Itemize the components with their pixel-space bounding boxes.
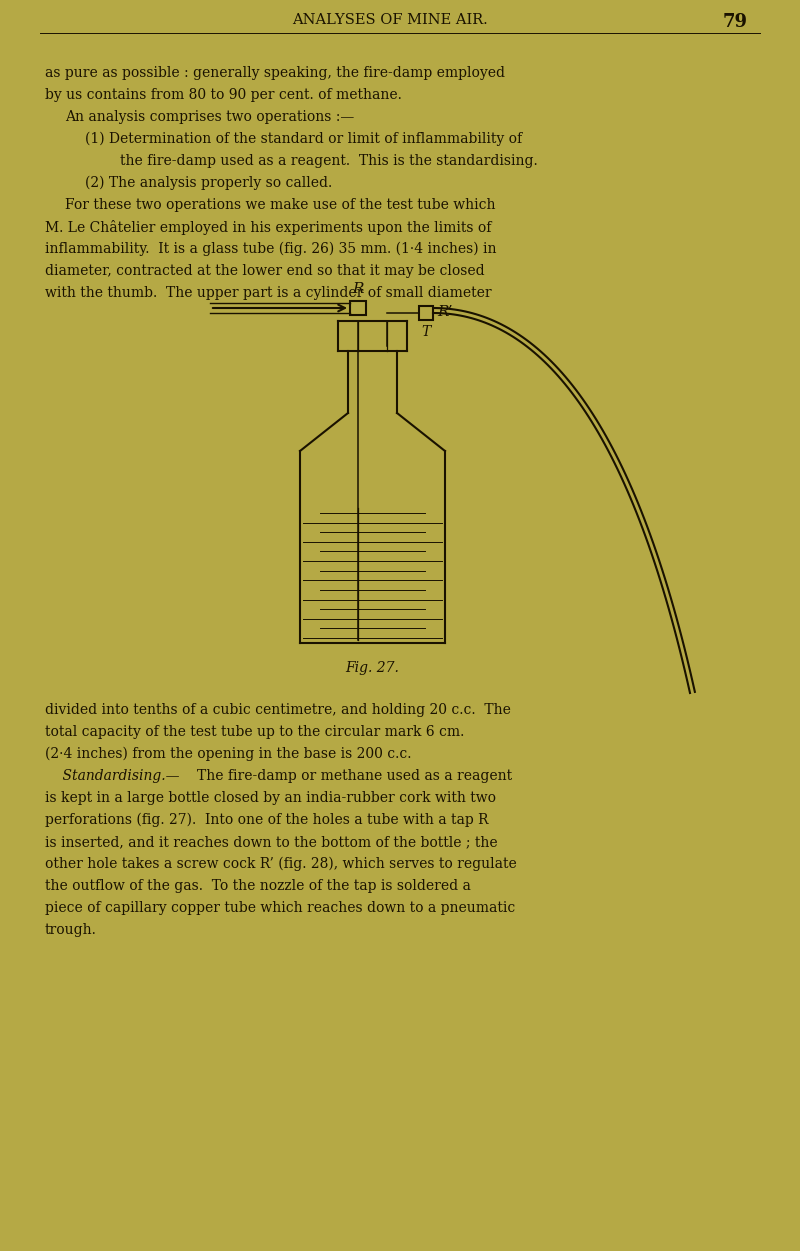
Text: is inserted, and it reaches down to the bottom of the bottle ; the: is inserted, and it reaches down to the … bbox=[45, 834, 498, 849]
Text: T: T bbox=[422, 325, 430, 339]
Text: 79: 79 bbox=[723, 13, 748, 31]
Bar bbox=[350, 301, 366, 315]
Text: R: R bbox=[352, 281, 364, 296]
Text: For these two operations we make use of the test tube which: For these two operations we make use of … bbox=[65, 198, 495, 211]
Text: perforations (fig. 27).  Into one of the holes a tube with a tap R: perforations (fig. 27). Into one of the … bbox=[45, 813, 489, 827]
Text: the outflow of the gas.  To the nozzle of the tap is soldered a: the outflow of the gas. To the nozzle of… bbox=[45, 879, 471, 893]
Text: divided into tenths of a cubic centimetre, and holding 20 c.c.  The: divided into tenths of a cubic centimetr… bbox=[45, 703, 511, 717]
Text: M. Le Châtelier employed in his experiments upon the limits of: M. Le Châtelier employed in his experime… bbox=[45, 220, 491, 235]
Text: by us contains from 80 to 90 per cent. of methane.: by us contains from 80 to 90 per cent. o… bbox=[45, 88, 402, 103]
Text: as pure as possible : generally speaking, the fire-damp employed: as pure as possible : generally speaking… bbox=[45, 66, 505, 80]
Text: ANALYSES OF MINE AIR.: ANALYSES OF MINE AIR. bbox=[292, 13, 488, 28]
Text: Fig. 27.: Fig. 27. bbox=[345, 661, 399, 676]
Text: is kept in a large bottle closed by an india-rubber cork with two: is kept in a large bottle closed by an i… bbox=[45, 791, 496, 804]
Bar bbox=[419, 306, 433, 320]
Text: diameter, contracted at the lower end so that it may be closed: diameter, contracted at the lower end so… bbox=[45, 264, 485, 278]
Text: (1) Determination of the standard or limit of inflammability of: (1) Determination of the standard or lim… bbox=[85, 133, 522, 146]
Text: the fire-damp used as a reagent.  This is the standardising.: the fire-damp used as a reagent. This is… bbox=[120, 154, 538, 168]
Text: with the thumb.  The upper part is a cylinder of small diameter: with the thumb. The upper part is a cyli… bbox=[45, 286, 492, 300]
Text: (2) The analysis properly so called.: (2) The analysis properly so called. bbox=[85, 176, 332, 190]
Text: trough.: trough. bbox=[45, 923, 97, 937]
Text: (2·4 inches) from the opening in the base is 200 c.c.: (2·4 inches) from the opening in the bas… bbox=[45, 747, 411, 762]
Text: The fire-damp or methane used as a reagent: The fire-damp or methane used as a reage… bbox=[197, 769, 512, 783]
Text: An analysis comprises two operations :—: An analysis comprises two operations :— bbox=[65, 110, 354, 124]
Text: inflammability.  It is a glass tube (fig. 26) 35 mm. (1·4 inches) in: inflammability. It is a glass tube (fig.… bbox=[45, 241, 497, 256]
Text: R’: R’ bbox=[437, 305, 453, 319]
Text: piece of capillary copper tube which reaches down to a pneumatic: piece of capillary copper tube which rea… bbox=[45, 901, 515, 914]
Text: total capacity of the test tube up to the circular mark 6 cm.: total capacity of the test tube up to th… bbox=[45, 726, 464, 739]
Text: other hole takes a screw cock R’ (fig. 28), which serves to regulate: other hole takes a screw cock R’ (fig. 2… bbox=[45, 857, 517, 872]
Text: Standardising.—: Standardising.— bbox=[45, 769, 179, 783]
